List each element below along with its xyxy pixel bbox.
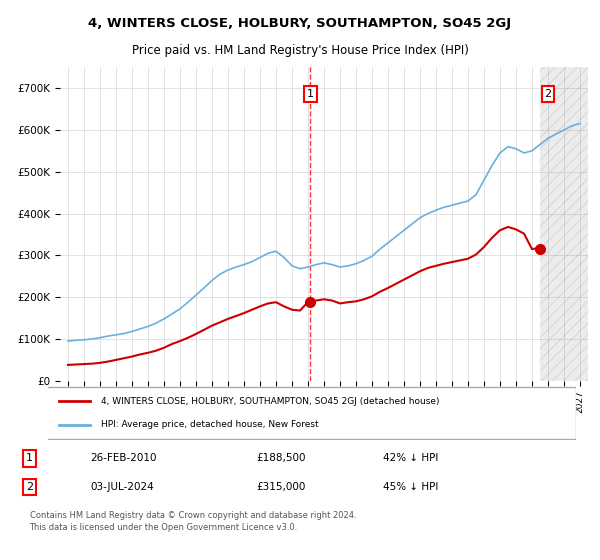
Text: Contains HM Land Registry data © Crown copyright and database right 2024.
This d: Contains HM Land Registry data © Crown c… — [29, 511, 356, 533]
Text: Price paid vs. HM Land Registry's House Price Index (HPI): Price paid vs. HM Land Registry's House … — [131, 44, 469, 57]
Text: £188,500: £188,500 — [256, 453, 305, 463]
Text: HPI: Average price, detached house, New Forest: HPI: Average price, detached house, New … — [101, 420, 319, 429]
Text: 4, WINTERS CLOSE, HOLBURY, SOUTHAMPTON, SO45 2GJ: 4, WINTERS CLOSE, HOLBURY, SOUTHAMPTON, … — [88, 17, 512, 30]
FancyBboxPatch shape — [43, 387, 576, 439]
Text: 45% ↓ HPI: 45% ↓ HPI — [383, 482, 438, 492]
Text: 03-JUL-2024: 03-JUL-2024 — [90, 482, 154, 492]
Text: 2: 2 — [26, 482, 33, 492]
Text: 4, WINTERS CLOSE, HOLBURY, SOUTHAMPTON, SO45 2GJ (detached house): 4, WINTERS CLOSE, HOLBURY, SOUTHAMPTON, … — [101, 397, 439, 406]
Text: 1: 1 — [307, 89, 314, 99]
Text: 2: 2 — [544, 89, 551, 99]
Text: 42% ↓ HPI: 42% ↓ HPI — [383, 453, 438, 463]
Text: £315,000: £315,000 — [256, 482, 305, 492]
Text: 1: 1 — [26, 453, 33, 463]
Bar — [540, 67, 588, 381]
Text: 26-FEB-2010: 26-FEB-2010 — [90, 453, 157, 463]
